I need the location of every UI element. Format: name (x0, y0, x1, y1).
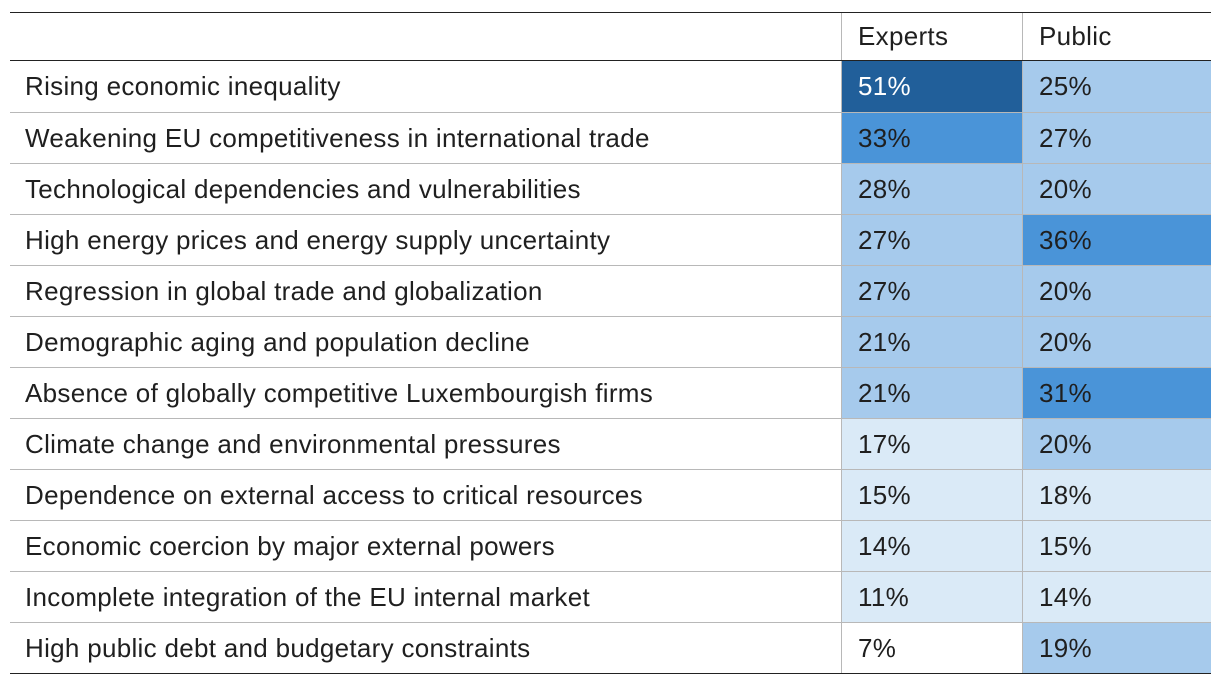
experts-value-cell: 14% (841, 521, 1022, 571)
header-label-cell (10, 13, 841, 60)
experts-value-cell: 11% (841, 572, 1022, 622)
experts-value-cell: 51% (841, 61, 1022, 112)
experts-value-cell: 21% (841, 368, 1022, 418)
public-value-cell: 20% (1022, 266, 1211, 316)
experts-value-cell: 21% (841, 317, 1022, 367)
public-value-cell: 18% (1022, 470, 1211, 520)
experts-value-cell: 33% (841, 113, 1022, 163)
public-value-cell: 15% (1022, 521, 1211, 571)
table-row: High public debt and budgetary constrain… (10, 622, 1211, 673)
public-value-cell: 36% (1022, 215, 1211, 265)
header-public: Public (1022, 13, 1211, 60)
public-value-cell: 31% (1022, 368, 1211, 418)
table-body: Rising economic inequality 51% 25% Weakenin… (10, 61, 1211, 673)
table-row: Technological dependencies and vulnerabi… (10, 163, 1211, 214)
table-row: Economic coercion by major external powe… (10, 520, 1211, 571)
row-label: Absence of globally competitive Luxembou… (25, 377, 654, 408)
row-label: High public debt and budgetary constrain… (25, 632, 531, 663)
public-value-cell: 20% (1022, 317, 1211, 367)
row-label: Demographic aging and population decline (25, 326, 530, 357)
experts-value-cell: 28% (841, 164, 1022, 214)
row-label: Climate change and environmental pressur… (25, 428, 561, 459)
table-row: Incomplete integration of the EU interna… (10, 571, 1211, 622)
experts-value-cell: 15% (841, 470, 1022, 520)
table-row: Demographic aging and population decline… (10, 316, 1211, 367)
row-label: Regression in global trade and globaliza… (25, 275, 543, 306)
experts-value-cell: 17% (841, 419, 1022, 469)
table-row: Rising economic inequality 51% 25% (10, 61, 1211, 112)
public-value-cell: 25% (1022, 61, 1211, 112)
public-value-cell: 27% (1022, 113, 1211, 163)
public-value-cell: 19% (1022, 623, 1211, 673)
table-row: Dependence on external access to critica… (10, 469, 1211, 520)
row-label: Economic coercion by major external powe… (25, 530, 555, 561)
row-label: High energy prices and energy supply unc… (25, 224, 611, 255)
table-row: Regression in global trade and globaliza… (10, 265, 1211, 316)
header-experts: Experts (841, 13, 1022, 60)
heatmap-table: Experts Public Rising economic inequalit… (10, 12, 1211, 674)
table-row: High energy prices and energy supply unc… (10, 214, 1211, 265)
row-label: Technological dependencies and vulnerabi… (25, 173, 581, 204)
table-row: Climate change and environmental pressur… (10, 418, 1211, 469)
header-row: Experts Public (10, 13, 1211, 61)
row-label: Rising economic inequality (25, 71, 341, 101)
public-value-cell: 20% (1022, 164, 1211, 214)
experts-value-cell: 27% (841, 215, 1022, 265)
row-label: Incomplete integration of the EU interna… (25, 581, 591, 612)
public-value-cell: 20% (1022, 419, 1211, 469)
row-label: Dependence on external access to critica… (25, 479, 643, 510)
table-row: Weakening EU competitiveness in internat… (10, 112, 1211, 163)
public-value-cell: 14% (1022, 572, 1211, 622)
experts-value-cell: 27% (841, 266, 1022, 316)
experts-value-cell: 7% (841, 623, 1022, 673)
table-row: Absence of globally competitive Luxembou… (10, 367, 1211, 418)
row-label: Weakening EU competitiveness in internat… (25, 122, 650, 153)
